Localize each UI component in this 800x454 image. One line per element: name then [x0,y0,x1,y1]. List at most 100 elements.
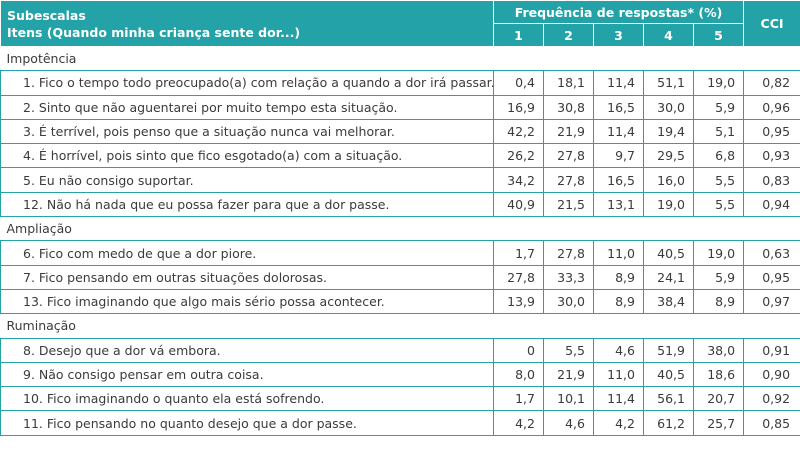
freq-4-value: 30,0 [643,94,694,120]
table-header: Subescalas Itens (Quando minha criança s… [0,0,800,47]
freq-2-value: 21,9 [543,361,594,388]
header-cci: CCI [743,0,800,47]
freq-1-value: 1,7 [493,386,544,412]
freq-3-value: 11,0 [593,361,644,388]
freq-5-value: 5,5 [692,191,745,218]
item-text: 10. Fico imaginando o quanto ela está so… [0,386,494,412]
freq-1-value: 26,2 [493,143,544,169]
freq-5-value: 19,0 [692,70,745,96]
freq-3-value: 4,6 [593,337,644,363]
freq-3-value: 8,9 [593,264,644,290]
header-freq-3: 3 [593,23,644,47]
subscale-name: Impotência [0,45,800,72]
freq-4-value: 40,5 [643,361,694,388]
item-text: 12. Não há nada que eu possa fazer para … [0,191,494,218]
header-freq-1: 1 [493,23,544,47]
item-text: 8. Desejo que a dor vá embora. [0,337,494,363]
freq-2-value: 33,3 [543,264,594,290]
item-text: 9. Não consigo pensar em outra coisa. [0,361,494,388]
cci-value: 0,95 [743,118,800,145]
freq-2-value: 21,9 [543,118,594,145]
freq-2-value: 10,1 [543,386,594,412]
cci-value: 0,97 [743,288,800,315]
freq-3-value: 11,0 [593,240,644,266]
cci-value: 0,85 [743,410,800,436]
cci-value: 0,82 [743,70,800,96]
cci-value: 0,95 [743,264,800,290]
freq-2-value: 21,5 [543,191,594,218]
table-row: 4. É horrível, pois sinto que fico esgot… [0,143,800,169]
freq-1-value: 0,4 [493,70,544,96]
table-row: 2. Sinto que não aguentarei por muito te… [0,94,800,120]
item-text: 6. Fico com medo de que a dor piore. [0,240,494,266]
cci-value: 0,91 [743,337,800,363]
item-text: 2. Sinto que não aguentarei por muito te… [0,94,494,120]
table-row: 11. Fico pensando no quanto desejo que a… [0,410,800,436]
table-row: 7. Fico pensando em outras situações dol… [0,264,800,290]
header-frequency: Frequência de respostas* (%) [492,0,745,24]
freq-3-value: 11,4 [593,118,644,145]
freq-3-value: 16,5 [593,167,644,193]
freq-2-value: 27,8 [543,143,594,169]
freq-3-value: 11,4 [593,70,644,96]
header-subscales-items: Subescalas Itens (Quando minha criança s… [0,0,494,47]
freq-1-value: 0 [493,337,544,363]
freq-3-value: 16,5 [593,94,644,120]
freq-5-value: 25,7 [692,410,745,436]
frequency-table: Subescalas Itens (Quando minha criança s… [0,0,800,436]
freq-5-value: 38,0 [692,337,745,363]
freq-2-value: 30,0 [543,288,594,315]
freq-2-value: 27,8 [543,167,594,193]
item-text: 1. Fico o tempo todo preocupado(a) com r… [0,70,495,96]
freq-4-value: 16,0 [643,167,694,193]
table-row: 3. É terrível, pois penso que a situação… [0,118,800,145]
freq-1-value: 1,7 [493,240,544,266]
header-freq-2: 2 [543,23,594,47]
subscale-row: Impotência [0,45,800,72]
subscale-name: Ruminação [0,313,800,339]
freq-4-value: 38,4 [643,288,694,315]
header-freq-4: 4 [643,23,694,47]
freq-2-value: 30,8 [543,94,594,120]
table-row: 13. Fico imaginando que algo mais sério … [0,288,800,315]
table-row: 9. Não consigo pensar em outra coisa. 8,0… [0,361,800,388]
freq-5-value: 5,5 [692,167,745,193]
freq-1-value: 34,2 [493,167,544,193]
freq-3-value: 8,9 [593,288,644,315]
freq-1-value: 40,9 [493,191,544,218]
freq-2-value: 18,1 [543,70,594,96]
freq-3-value: 13,1 [593,191,644,218]
item-text: 13. Fico imaginando que algo mais sério … [0,288,494,315]
header-items: Itens (Quando minha criança sente dor...… [7,25,301,40]
table-body: Impotência 1. Fico o tempo todo preocupad… [0,45,800,436]
cci-value: 0,92 [743,386,800,412]
freq-2-value: 4,6 [543,410,594,436]
freq-5-value: 5,9 [692,94,745,120]
freq-4-value: 51,9 [643,337,694,363]
table-row: 1. Fico o tempo todo preocupado(a) com r… [0,70,800,96]
subscale-row: Ruminação [0,313,800,339]
freq-4-value: 61,2 [643,410,694,436]
freq-5-value: 20,7 [692,386,745,412]
freq-4-value: 51,1 [643,70,694,96]
cci-value: 0,93 [743,143,800,169]
freq-1-value: 42,2 [493,118,544,145]
freq-2-value: 27,8 [543,240,594,266]
freq-1-value: 8,0 [493,361,544,388]
subscale-name: Ampliação [0,216,800,242]
header-subscales: Subescalas [7,8,86,23]
item-text: 5. Eu não consigo suportar. [0,167,494,193]
freq-4-value: 19,0 [643,191,694,218]
item-text: 3. É terrível, pois penso que a situação… [0,118,494,145]
freq-4-value: 29,5 [643,143,694,169]
table-row: 10. Fico imaginando o quanto ela está so… [0,386,800,412]
cci-value: 0,96 [743,94,800,120]
freq-3-value: 9,7 [593,143,644,169]
freq-3-value: 11,4 [593,386,644,412]
freq-5-value: 19,0 [692,240,745,266]
freq-1-value: 16,9 [493,94,544,120]
item-text: 7. Fico pensando em outras situações dol… [0,264,494,290]
freq-3-value: 4,2 [593,410,644,436]
header-freq-5: 5 [692,23,745,47]
cci-value: 0,94 [743,191,800,218]
